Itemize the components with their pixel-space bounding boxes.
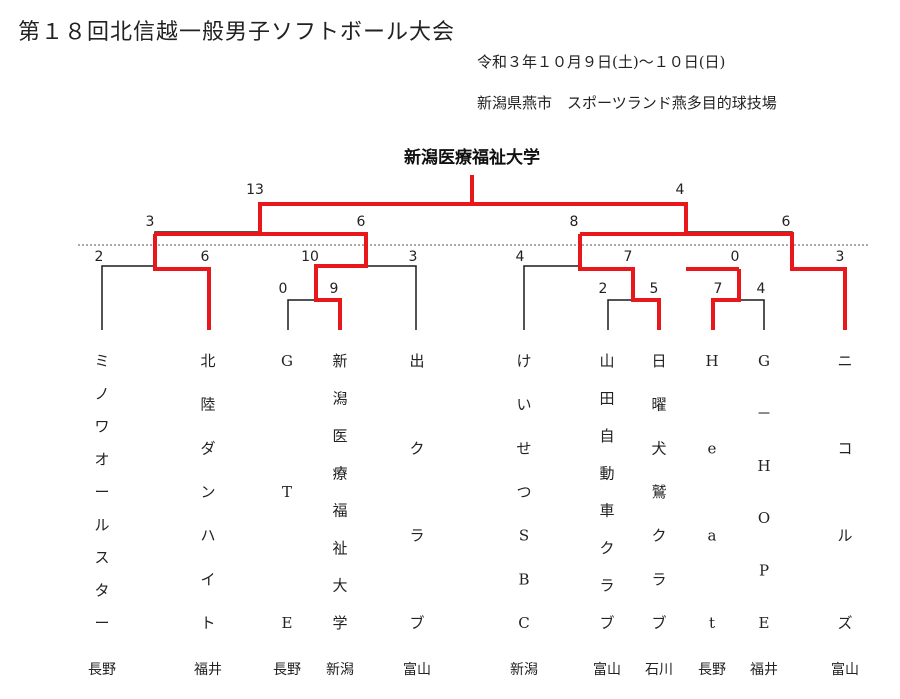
bracket-line bbox=[739, 299, 765, 330]
winner-path bbox=[711, 269, 741, 330]
score-label: 6 bbox=[201, 249, 210, 265]
team-9: G － H O P E 福井 bbox=[750, 352, 778, 678]
team-prefecture: 福井 bbox=[750, 662, 778, 678]
score-label: 0 bbox=[731, 249, 740, 265]
winner-path bbox=[580, 232, 847, 330]
score-label: 13 bbox=[246, 182, 264, 198]
team-prefecture: 富山 bbox=[593, 661, 621, 678]
champion-name: 新潟医療福祉大学 bbox=[404, 147, 540, 168]
team-name: 北陸ダンハイト bbox=[200, 352, 215, 632]
score-label: 10 bbox=[301, 249, 319, 265]
score-label: 2 bbox=[95, 249, 104, 265]
score-label: 7 bbox=[624, 249, 633, 265]
score-label: 6 bbox=[357, 214, 366, 230]
team-prefecture: 富山 bbox=[831, 661, 859, 678]
score-label: 4 bbox=[676, 182, 685, 198]
team-prefecture: 長野 bbox=[88, 662, 116, 678]
score-label: 3 bbox=[146, 214, 155, 230]
team-name: G － H O P E bbox=[756, 352, 771, 632]
team-prefecture: 福井 bbox=[194, 662, 222, 678]
team-prefecture: 新潟 bbox=[326, 662, 354, 678]
score-label: 0 bbox=[279, 281, 288, 297]
team-6: 山田自動車クラブ 富山 bbox=[593, 352, 621, 678]
team-10: ニコルズ 富山 bbox=[831, 352, 859, 678]
winner-path bbox=[153, 234, 211, 330]
bracket-line bbox=[101, 265, 155, 330]
score-label: 6 bbox=[782, 214, 791, 230]
team-prefecture: 石川 bbox=[645, 662, 673, 678]
team-0: ミノワオールスター 長野 bbox=[88, 352, 116, 678]
scores: 13 4 3 6 8 6 2 6 10 3 0 9 4 7 2 5 0 3 7 … bbox=[95, 182, 845, 297]
team-1: 北陸ダンハイト 福井 bbox=[194, 352, 222, 678]
winner-path bbox=[578, 234, 661, 330]
team-7: 日曜犬鷲クラブ 石川 bbox=[645, 352, 673, 678]
winner-path bbox=[258, 202, 688, 234]
score-label: 4 bbox=[516, 249, 525, 265]
team-4: 出クラブ 富山 bbox=[403, 352, 431, 678]
team-name: 日曜犬鷲クラブ bbox=[651, 352, 666, 632]
team-prefecture: 長野 bbox=[273, 662, 301, 678]
team-prefecture: 新潟 bbox=[510, 662, 538, 678]
score-label: 9 bbox=[330, 281, 339, 297]
page-title: 第１８回北信越一般男子ソフトボール大会 bbox=[18, 20, 456, 45]
team-prefecture: 富山 bbox=[403, 661, 431, 678]
team-name: 出クラブ bbox=[409, 352, 424, 632]
bracket-line bbox=[607, 299, 633, 330]
score-label: 2 bbox=[599, 281, 608, 297]
event-venue: 新潟県燕市 スポーツランド燕多目的球技場 bbox=[477, 94, 777, 112]
score-label: 5 bbox=[650, 281, 659, 297]
event-date: 令和３年１０月９日(土)～１０日(日) bbox=[477, 53, 726, 71]
winner-paths bbox=[153, 175, 847, 330]
score-label: 4 bbox=[757, 281, 766, 297]
winner-path bbox=[155, 232, 368, 330]
bracket-line bbox=[287, 299, 316, 330]
score-label: 8 bbox=[570, 214, 579, 230]
team-3: 新潟医療福祉大学 新潟 bbox=[326, 352, 354, 678]
team-name: ニコルズ bbox=[837, 352, 852, 632]
team-name: 山田自動車クラブ bbox=[599, 352, 614, 632]
score-label: 3 bbox=[836, 249, 845, 265]
score-label: 3 bbox=[409, 249, 418, 265]
team-name: けいせつ S B C bbox=[516, 352, 531, 632]
bracket-line bbox=[366, 265, 417, 330]
team-name: 新潟医療福祉大学 bbox=[332, 352, 347, 632]
bracket-line bbox=[523, 265, 580, 330]
score-label: 7 bbox=[714, 281, 723, 297]
team-name: ミノワオールスター bbox=[94, 352, 109, 632]
team-prefecture: 長野 bbox=[698, 662, 726, 678]
team-5: けいせつ S B C 新潟 bbox=[510, 352, 538, 678]
bracket-lines bbox=[101, 231, 793, 330]
